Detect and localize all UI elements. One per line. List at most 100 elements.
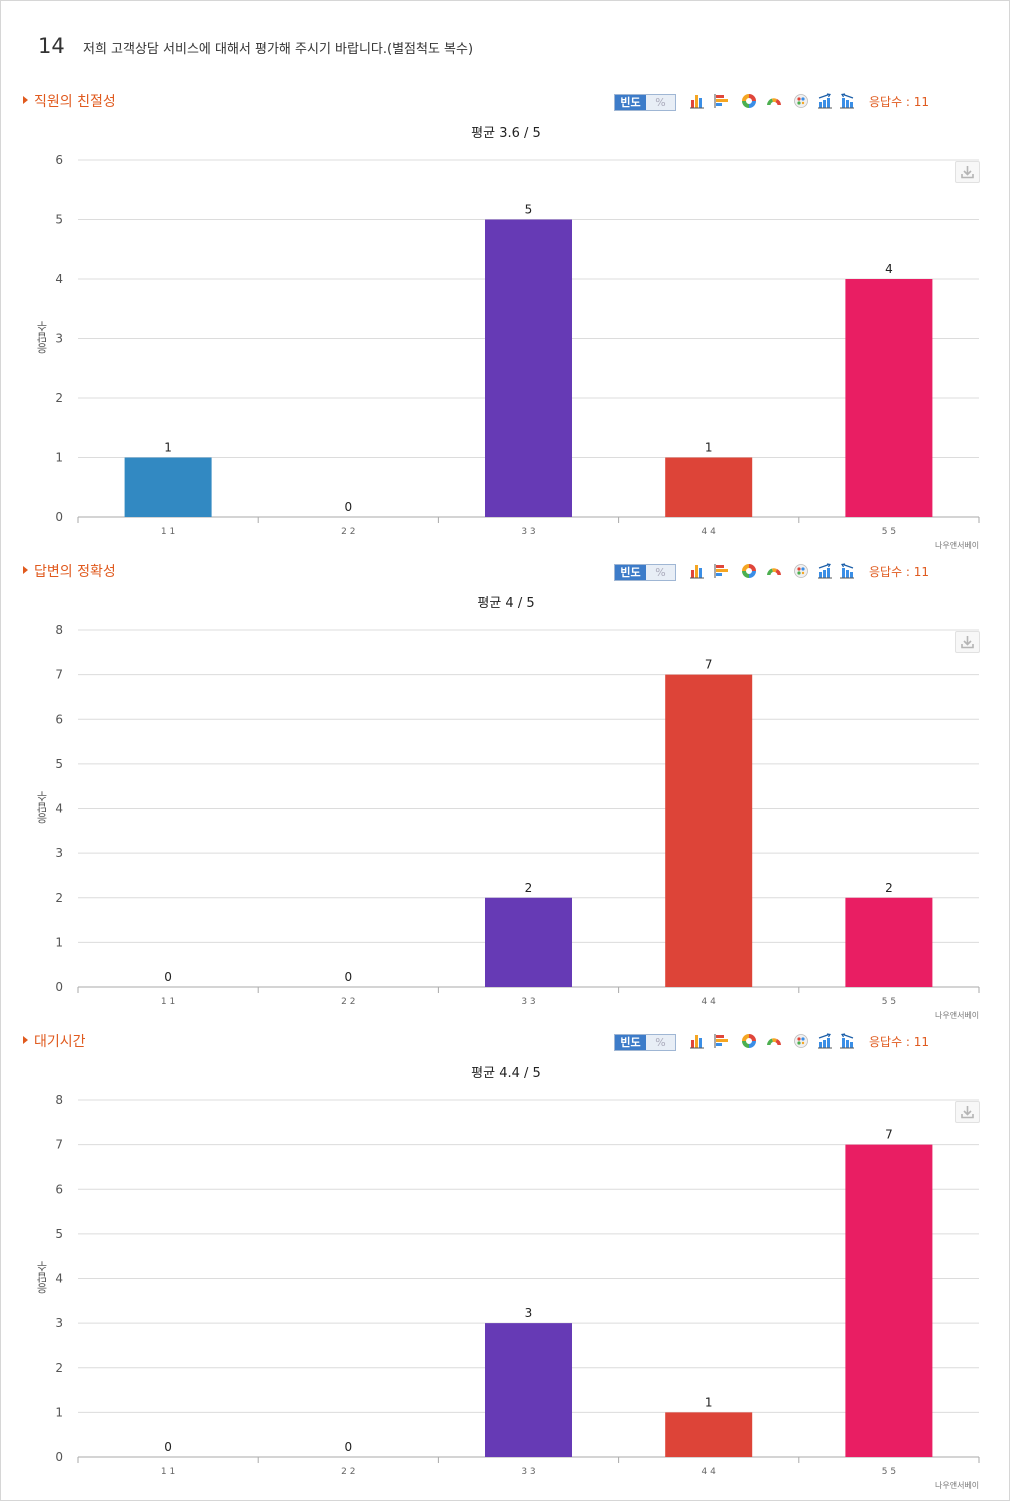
y-tick-label: 6 [55, 1182, 63, 1196]
download-button[interactable] [955, 1101, 980, 1123]
x-tick-label: 1 1 [161, 997, 175, 1007]
bar-three[interactable] [485, 219, 572, 518]
section-title-text: 직원의 친절성 [34, 94, 116, 110]
bubble-chart-icon[interactable] [793, 1033, 809, 1049]
x-tick-label: 3 3 [521, 1467, 535, 1477]
percent-toggle-button[interactable]: % [646, 95, 675, 110]
download-button[interactable] [955, 631, 980, 653]
data-label: 2 [525, 881, 533, 895]
data-label: 5 [525, 203, 533, 217]
y-tick-label: 8 [55, 1093, 63, 1107]
response-count: 응답수 : 11 [869, 95, 930, 109]
donut-chart-icon[interactable] [741, 93, 757, 109]
bar-one[interactable] [124, 457, 212, 518]
bar-chart-icon[interactable] [689, 93, 705, 109]
y-tick-label: 0 [55, 980, 63, 994]
mode-toggle[interactable]: 빈도% [614, 1034, 676, 1051]
reverse-stacked-bar-icon[interactable] [839, 93, 855, 109]
x-tick-label: 5 5 [882, 997, 896, 1007]
horizontal-bar-icon[interactable] [714, 93, 730, 109]
data-label: 0 [164, 970, 172, 984]
x-tick-label: 5 5 [882, 1467, 896, 1477]
data-label: 0 [164, 1440, 172, 1454]
chart-title: 평균 3.6 / 5 [471, 126, 541, 141]
donut-chart-icon[interactable] [741, 563, 757, 579]
section-waiting-time: 대기시간 빈도% 응답수 : 11 평균 4.4 / 5 0 1 2 3 4 5 6 7 8 0 1 1 0 2… [1, 1031, 1010, 1501]
download-icon [961, 636, 974, 649]
y-tick-label: 1 [55, 935, 63, 949]
bar-three[interactable] [485, 897, 572, 987]
question-number: 14 [38, 34, 65, 58]
section-title-text: 답변의 정확성 [34, 564, 116, 580]
data-label: 3 [525, 1306, 533, 1320]
x-tick-label: 4 4 [702, 527, 717, 537]
horizontal-bar-icon[interactable] [714, 1033, 730, 1049]
data-label: 7 [705, 658, 713, 672]
download-icon [961, 1106, 974, 1119]
stacked-bar-icon[interactable] [817, 563, 833, 579]
x-tick-label: 1 1 [161, 1467, 175, 1477]
download-button[interactable] [955, 161, 980, 183]
stacked-bar-icon[interactable] [817, 93, 833, 109]
section-title: 직원의 친절성 [23, 91, 116, 111]
frequency-toggle-button[interactable]: 빈도 [615, 95, 646, 110]
bar-four[interactable] [665, 1412, 753, 1457]
y-tick-label: 5 [55, 213, 63, 227]
percent-toggle-button[interactable]: % [646, 565, 675, 580]
data-label: 2 [885, 881, 893, 895]
data-label: 4 [885, 262, 893, 276]
bar-chart-icon[interactable] [689, 1033, 705, 1049]
x-tick-label: 5 5 [882, 527, 896, 537]
bar-three[interactable] [485, 1323, 572, 1457]
reverse-stacked-bar-icon[interactable] [839, 563, 855, 579]
bar-four[interactable] [665, 674, 753, 987]
percent-toggle-button[interactable]: % [646, 1035, 675, 1050]
gauge-chart-icon[interactable] [766, 93, 782, 109]
gauge-chart-icon[interactable] [766, 563, 782, 579]
frequency-toggle-button[interactable]: 빈도 [615, 1035, 646, 1050]
section-title-text: 대기시간 [34, 1034, 86, 1050]
response-count: 응답수 : 11 [869, 1035, 930, 1049]
frequency-toggle-button[interactable]: 빈도 [615, 565, 646, 580]
y-axis-label: 응답수 [36, 790, 49, 824]
y-tick-label: 2 [55, 391, 63, 405]
donut-chart-icon[interactable] [741, 1033, 757, 1049]
mode-toggle[interactable]: 빈도% [614, 94, 676, 111]
data-label: 0 [344, 970, 352, 984]
y-tick-label: 4 [55, 272, 63, 286]
y-tick-label: 4 [55, 1272, 63, 1286]
mode-toggle[interactable]: 빈도% [614, 564, 676, 581]
bar-five[interactable] [845, 279, 933, 517]
data-label: 0 [344, 500, 352, 514]
y-tick-label: 1 [55, 1405, 63, 1419]
y-tick-label: 5 [55, 1227, 63, 1241]
section-title: 답변의 정확성 [23, 561, 116, 581]
chart-title: 평균 4.4 / 5 [471, 1066, 541, 1081]
data-label: 1 [705, 1395, 713, 1409]
bubble-chart-icon[interactable] [793, 93, 809, 109]
y-axis-label: 응답수 [36, 1260, 49, 1294]
y-tick-label: 2 [55, 1361, 63, 1375]
y-tick-label: 5 [55, 757, 63, 771]
data-label: 1 [164, 441, 172, 455]
y-axis-label: 응답수 [36, 320, 49, 354]
x-tick-label: 2 2 [341, 1467, 355, 1477]
bar-four[interactable] [665, 457, 753, 518]
stacked-bar-icon[interactable] [817, 1033, 833, 1049]
bar-five[interactable] [845, 1144, 933, 1457]
y-tick-label: 3 [55, 846, 63, 860]
bar-chart-icon[interactable] [689, 563, 705, 579]
response-count: 응답수 : 11 [869, 565, 930, 579]
caret-right-icon [23, 566, 28, 574]
bubble-chart-icon[interactable] [793, 563, 809, 579]
bar-five[interactable] [845, 897, 933, 987]
gauge-chart-icon[interactable] [766, 1033, 782, 1049]
horizontal-bar-icon[interactable] [714, 563, 730, 579]
y-tick-label: 4 [55, 802, 63, 816]
credit-label: 나우앤서베이 [935, 541, 980, 550]
y-tick-label: 6 [55, 712, 63, 726]
y-tick-label: 8 [55, 623, 63, 637]
bar-chart: 0 1 2 3 4 5 6 1 1 1 0 2 2 5 3 3 1 4 4 4 5 5 [55, 153, 980, 537]
caret-right-icon [23, 96, 28, 104]
reverse-stacked-bar-icon[interactable] [839, 1033, 855, 1049]
